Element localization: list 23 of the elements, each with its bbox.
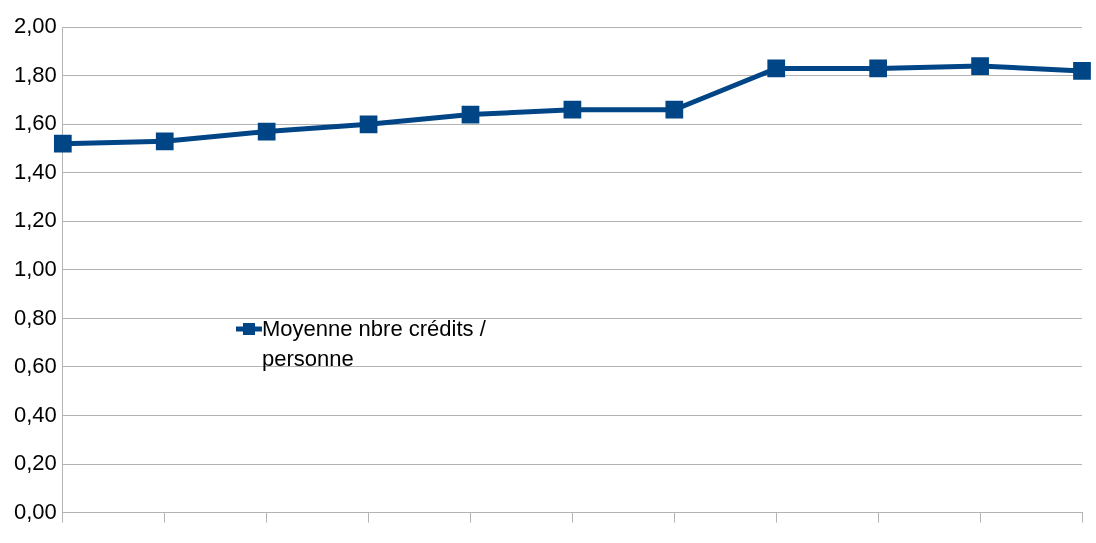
y-tick-label: 1,60 xyxy=(13,110,57,136)
y-tick-label: 0,80 xyxy=(13,304,57,330)
y-tick-label: 0,20 xyxy=(13,450,57,476)
point xyxy=(53,134,72,153)
y-tick-label: 0,00 xyxy=(13,498,57,524)
point xyxy=(767,59,786,78)
point xyxy=(1073,62,1091,80)
point xyxy=(359,115,378,134)
y-tick-label: 1,80 xyxy=(13,61,57,87)
point xyxy=(563,100,582,119)
y-tick-label: 1,20 xyxy=(13,207,57,233)
point xyxy=(665,100,684,119)
point xyxy=(155,132,174,151)
y-tick-label: 1,00 xyxy=(13,255,57,281)
y-tick-label: 1,40 xyxy=(13,158,57,184)
point xyxy=(971,57,989,75)
point xyxy=(869,59,888,78)
legend-label: Moyenne nbre crédits / personne xyxy=(262,315,487,373)
point xyxy=(257,122,276,141)
y-tick-label: 0,40 xyxy=(13,401,57,427)
y-tick-label: 0,60 xyxy=(13,353,57,379)
y-tick-label: 2,00 xyxy=(13,13,57,39)
point xyxy=(461,105,480,124)
